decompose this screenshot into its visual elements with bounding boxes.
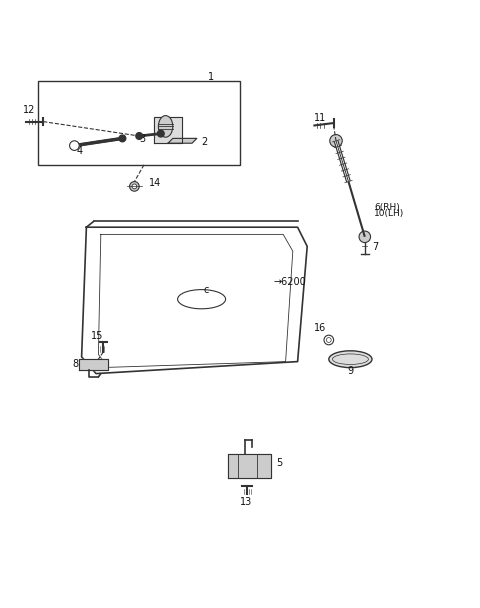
- Text: 14: 14: [149, 178, 161, 188]
- Text: 13: 13: [240, 497, 252, 506]
- Circle shape: [157, 130, 164, 137]
- Text: 3: 3: [139, 134, 145, 144]
- Circle shape: [359, 231, 371, 243]
- Circle shape: [119, 135, 126, 142]
- Ellipse shape: [329, 351, 372, 368]
- Text: 16: 16: [314, 323, 327, 333]
- Bar: [38, 81, 240, 165]
- Circle shape: [136, 133, 143, 139]
- Text: 12: 12: [23, 105, 35, 114]
- Polygon shape: [228, 454, 271, 478]
- Text: →6200: →6200: [274, 277, 306, 288]
- Ellipse shape: [158, 116, 173, 137]
- Text: c: c: [204, 285, 209, 295]
- Polygon shape: [79, 359, 108, 370]
- Text: 5: 5: [276, 458, 282, 468]
- Text: 1: 1: [208, 72, 214, 83]
- Text: 7: 7: [372, 243, 378, 252]
- Text: 4: 4: [77, 147, 83, 156]
- Text: 9: 9: [348, 366, 353, 376]
- Text: 10(LH): 10(LH): [374, 209, 405, 218]
- Circle shape: [70, 141, 79, 150]
- Text: 6(RH): 6(RH): [374, 202, 400, 212]
- Text: 15: 15: [91, 331, 104, 341]
- Polygon shape: [168, 139, 197, 143]
- Circle shape: [71, 142, 78, 149]
- Circle shape: [326, 337, 331, 342]
- Text: 11: 11: [314, 112, 327, 123]
- Circle shape: [130, 182, 139, 191]
- Circle shape: [132, 184, 137, 189]
- Text: 2: 2: [202, 137, 208, 147]
- Polygon shape: [154, 117, 182, 143]
- Circle shape: [330, 134, 342, 147]
- Text: 8: 8: [72, 359, 78, 369]
- Circle shape: [324, 335, 334, 345]
